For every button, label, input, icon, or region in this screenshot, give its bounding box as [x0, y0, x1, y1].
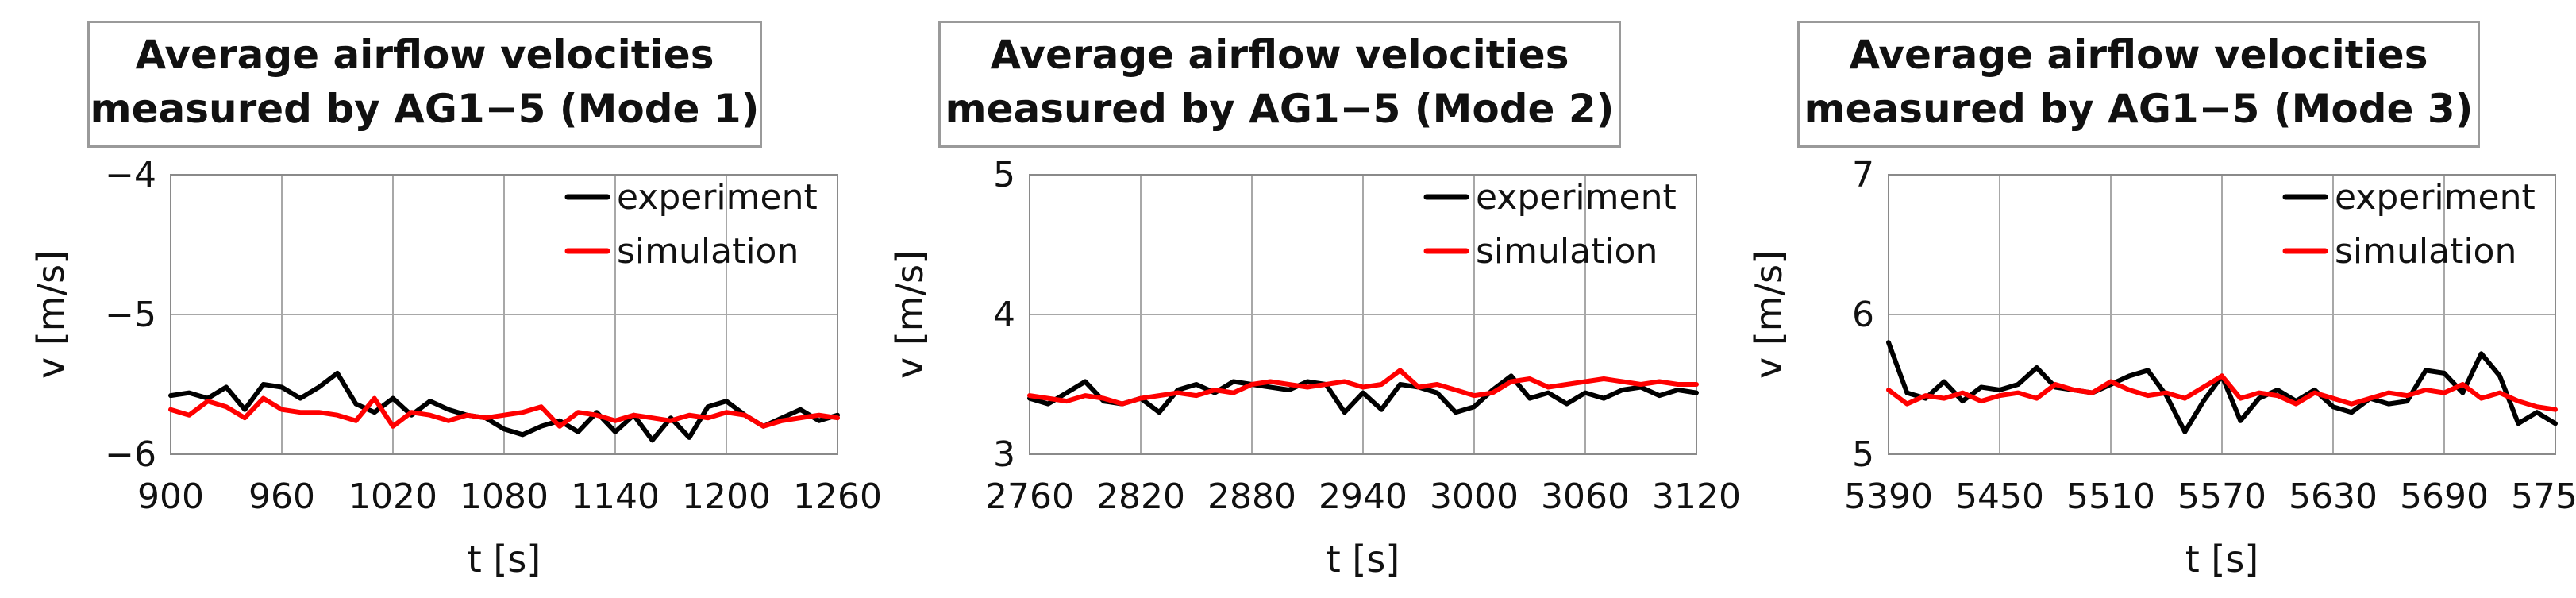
x-tick-label: 5390 [1844, 476, 1933, 517]
x-tick-label: 1080 [460, 476, 549, 517]
chart-title-line-2: measured by AG1−5 (Mode 2) [945, 86, 1615, 132]
y-tick-label: 4 [993, 295, 1015, 335]
chart-title-line-1: Average airflow velocities [1849, 32, 2428, 78]
x-tick-label: 2940 [1319, 476, 1407, 517]
x-axis-label: t [s] [2185, 538, 2259, 581]
y-axis-label: v [m/s] [888, 250, 931, 379]
x-tick-label: 5690 [2400, 476, 2489, 517]
chart-panel-mode-2: Average airflow velocities measured by A… [859, 0, 1741, 598]
x-tick-label: 960 [248, 476, 315, 517]
x-tick-label: 900 [137, 476, 204, 517]
series-line-simulation [1886, 373, 2558, 412]
legend-label-experiment: experiment [2335, 177, 2536, 218]
legend-label-simulation: simulation [1476, 231, 1658, 272]
legend-label-simulation: simulation [2335, 231, 2516, 272]
x-tick-label: 1200 [682, 476, 771, 517]
chart-plot-mode-2: 2760 2820 2880 2940 3000 3060 3120 3 4 5 t [s] v [m… [888, 155, 1741, 581]
x-tick-label: 2820 [1096, 476, 1185, 517]
y-tick-label: 3 [993, 434, 1015, 475]
x-tick-label: 5570 [2177, 476, 2266, 517]
chart-title-line-2: measured by AG1−5 (Mode 1) [90, 86, 760, 132]
series-line-simulation [1027, 368, 1699, 407]
y-axis-label: v [m/s] [1747, 250, 1790, 379]
chart-plot-mode-1: 900 960 1020 1080 1140 1200 1260 −6 −5 −4 t [s] v [… [29, 155, 882, 581]
chart-title-line-1: Average airflow velocities [135, 32, 714, 78]
y-tick-label: −5 [105, 295, 156, 335]
x-tick-label: 2880 [1207, 476, 1296, 517]
x-tick-label: 5750 [2511, 476, 2576, 517]
y-axis-label: v [m/s] [29, 250, 72, 379]
chart-panel-mode-3: Average airflow velocities measured by A… [1718, 0, 2576, 598]
x-tick-label: 5510 [2066, 476, 2155, 517]
y-tick-label: 6 [1852, 295, 1874, 335]
x-tick-label: 1260 [793, 476, 882, 517]
x-tick-label: 3000 [1430, 476, 1519, 517]
y-tick-label: −4 [105, 155, 156, 195]
x-axis-label: t [s] [468, 538, 541, 581]
x-tick-label: 5450 [1955, 476, 2044, 517]
chart-plot-mode-3: 5390 5450 5510 5570 5630 5690 5750 5 6 7 t [s] v [m… [1747, 155, 2576, 581]
x-tick-label: 5630 [2289, 476, 2378, 517]
x-tick-label: 2760 [985, 476, 1074, 517]
legend-label-experiment: experiment [617, 177, 818, 218]
chart-panel-mode-1: Average airflow velocities measured by A… [0, 0, 882, 598]
chart-title-line-1: Average airflow velocities [990, 32, 1569, 78]
legend-label-experiment: experiment [1476, 177, 1677, 218]
chart-title-box: Average airflow velocities measured by A… [1797, 21, 2480, 148]
x-tick-label: 3120 [1652, 476, 1741, 517]
y-tick-label: −6 [105, 434, 156, 475]
x-tick-label: 1140 [571, 476, 660, 517]
plot-frame [1888, 174, 2556, 455]
series-line-experiment [168, 370, 840, 443]
series-line-simulation [168, 395, 840, 429]
x-axis-label: t [s] [1327, 538, 1400, 581]
y-tick-label: 5 [1852, 434, 1874, 475]
legend-label-simulation: simulation [617, 231, 799, 272]
chart-title-line-2: measured by AG1−5 (Mode 3) [1804, 86, 2474, 132]
chart-title-box: Average airflow velocities measured by A… [938, 21, 1621, 148]
x-tick-label: 1020 [348, 476, 437, 517]
x-tick-label: 3060 [1541, 476, 1630, 517]
y-tick-label: 5 [993, 155, 1015, 195]
y-tick-label: 7 [1852, 155, 1874, 195]
chart-title-box: Average airflow velocities measured by A… [87, 21, 762, 148]
plot-frame [170, 174, 838, 455]
plot-frame [1029, 174, 1697, 455]
